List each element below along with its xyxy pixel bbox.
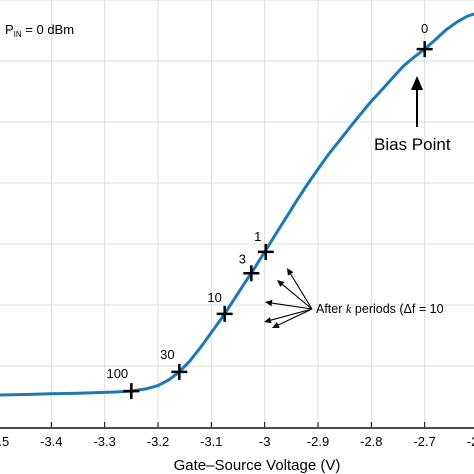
marker-point: 1 [254,229,274,260]
series-line [0,12,474,397]
periods-prefix: After [316,302,346,316]
period-arrows [264,268,313,328]
periods-delta: Δf = 10 [404,302,444,316]
x-tick-label: -3.3 [93,434,115,449]
marker-point: 100 [106,366,140,400]
period-arrow-line [278,308,313,326]
x-tick-label: -3.4 [40,434,62,449]
x-tick-label: -2.8 [360,434,382,449]
periods-k: k [346,302,352,316]
x-tick-label: -3.5 [0,434,9,449]
marker-point: 3 [239,251,260,282]
x-ticks: -3.5 -3.4 -3.3 -3.2 -3.1 -3 -2.9 -2.8 -2.7 -2.6 [0,422,474,449]
period-arrow-line [282,284,313,310]
bias-point-label: Bias Point [374,135,451,154]
marker-point: 0 [416,21,433,58]
period-arrow-head [277,280,285,287]
series-layer [0,12,474,397]
period-arrow-head [287,268,294,276]
marker-label: 30 [160,347,174,362]
period-arrow-head [265,299,273,307]
marker-label: 1 [254,229,261,244]
x-tick-label: -2.6 [467,434,474,449]
period-arrow-head [272,322,280,328]
period-arrow-line [290,273,313,310]
marker-label: 0 [421,21,428,36]
bias-point-arrow [411,76,423,127]
x-tick-label: -3 [259,434,271,449]
x-tick-label: -3.2 [147,434,169,449]
x-axis-label: Gate–Source Voltage (V) [174,457,341,474]
x-tick-label: -2.9 [307,434,329,449]
periods-mid: periods ( [351,302,404,316]
x-tick-label: -2.7 [413,434,435,449]
power-subscript: IN [14,30,22,39]
period-arrow-head [264,317,272,324]
x-tick-label: -3.1 [200,434,222,449]
power-value: = 0 dBm [22,22,74,37]
periods-annotation: After k periods (Δf = 10 [316,302,444,316]
period-arrow-line [271,302,313,310]
period-arrow-line [270,308,313,321]
power-annotation: PIN = 0 dBm [5,22,74,39]
plot-frame [0,427,474,429]
marker-point: 30 [160,347,188,380]
grid [0,0,474,427]
marker-point: 10 [207,290,233,322]
marker-label: 10 [207,290,221,305]
power-label: P [5,22,14,37]
marker-label: 100 [106,366,128,381]
marker-label: 3 [239,251,246,266]
